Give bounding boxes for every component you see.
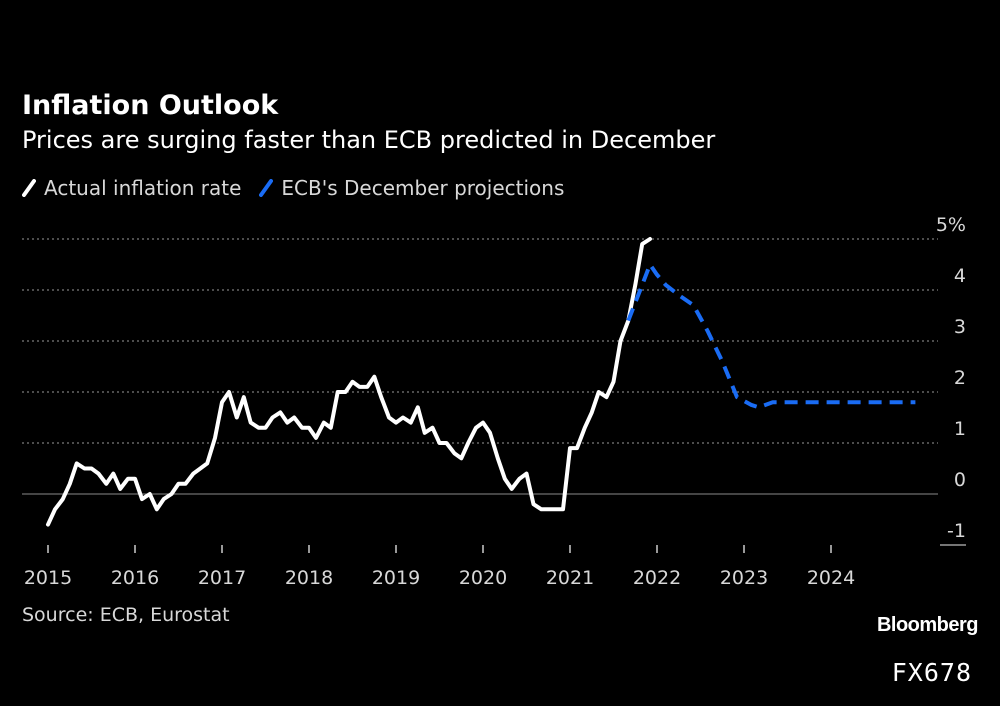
x-tick-label: 2021 — [546, 567, 594, 589]
y-tick-label: -1 — [947, 520, 966, 542]
x-tick-label: 2020 — [459, 567, 507, 589]
y-tick-label: 2 — [954, 367, 966, 389]
legend: Actual inflation rate ECB's December pro… — [22, 176, 582, 200]
chart-title: Inflation Outlook — [22, 90, 279, 121]
x-tick-label: 2019 — [372, 567, 420, 589]
legend-swatch-projection — [259, 179, 274, 197]
x-tick-label: 2016 — [111, 567, 159, 589]
y-tick-label: 5% — [936, 214, 966, 236]
chart-subtitle: Prices are surging faster than ECB predi… — [22, 126, 716, 154]
x-tick-label: 2023 — [720, 567, 768, 589]
x-tick-label: 2018 — [285, 567, 333, 589]
source-note: Source: ECB, Eurostat — [22, 604, 230, 626]
series-line-actual — [46, 237, 652, 527]
legend-swatch-actual — [22, 179, 36, 197]
x-tick-label: 2024 — [807, 567, 855, 589]
chart-code: FX678 — [891, 658, 972, 687]
x-tick-label: 2017 — [198, 567, 246, 589]
y-tick-label: 0 — [954, 469, 966, 491]
legend-label-projection: ECB's December projections — [281, 176, 565, 200]
brand-logo: Bloomberg — [876, 614, 979, 636]
y-tick-label: 3 — [954, 316, 966, 338]
legend-label-actual: Actual inflation rate — [44, 176, 242, 200]
x-tick-label: 2015 — [24, 567, 72, 589]
series-line-projection — [626, 262, 916, 410]
y-tick-label: 1 — [954, 418, 966, 440]
legend-item-actual: Actual inflation rate — [22, 176, 241, 200]
legend-item-projection: ECB's December projections — [259, 176, 564, 200]
x-tick-label: 2022 — [633, 567, 681, 589]
y-tick-label: 4 — [954, 265, 966, 287]
